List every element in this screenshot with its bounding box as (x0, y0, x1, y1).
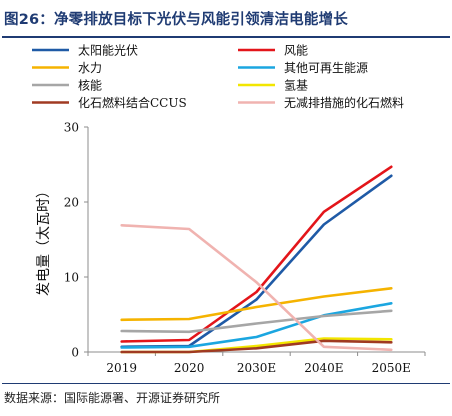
series-line-4 (120, 301, 393, 349)
chart-axes: 0 10 20 30 2019 2020 2030E 2040E 2050E (64, 121, 426, 375)
legend-label: 无减排措施的化石燃料 (284, 95, 404, 110)
source-note: 数据来源：国际能源署、开源证券研究所 (4, 391, 221, 405)
series-line-1 (120, 174, 393, 349)
legend-label: 水力 (78, 61, 102, 75)
legend-item: 风能 (238, 44, 308, 58)
legend-item: 核能 (32, 79, 102, 93)
series-line-2 (120, 165, 393, 343)
series-line-5 (120, 309, 393, 334)
legend-item: 太阳能光伏 (32, 43, 138, 58)
y-tick-label: 30 (64, 121, 79, 135)
bottom-divider (2, 383, 450, 384)
y-tick-label: 20 (64, 196, 79, 210)
series-line-7 (120, 339, 393, 354)
legend-label: 化石燃料结合CCUS (78, 95, 187, 110)
legend-item: 氢基 (238, 78, 308, 93)
y-tick-label: 0 (71, 346, 79, 360)
legend-label: 其他可再生能源 (284, 61, 368, 75)
legend-item: 无减排措施的化石燃料 (238, 95, 404, 110)
legend-item: 其他可再生能源 (238, 61, 368, 75)
legend-label: 核能 (78, 79, 102, 93)
legend-label: 氢基 (284, 78, 308, 93)
legend-item: 化石燃料结合CCUS (32, 95, 187, 110)
figure-title: 图26：净零排放目标下光伏与风能引领清洁电能增长 (4, 12, 348, 28)
x-tick-label: 2019 (106, 361, 137, 375)
x-tick-label: 2040E (304, 361, 343, 375)
legend-item: 水力 (32, 61, 102, 75)
y-axis-label: 发电量（太瓦时） (36, 184, 52, 296)
x-tick-label: 2030E (237, 361, 276, 375)
x-tick-label: 2050E (372, 361, 411, 375)
chart-series (120, 165, 393, 354)
title-divider (2, 36, 450, 38)
legend-label: 风能 (284, 44, 308, 58)
series-line-3 (120, 286, 393, 322)
legend-label: 太阳能光伏 (78, 43, 138, 58)
y-tick-label: 10 (64, 271, 79, 285)
x-tick-label: 2020 (174, 361, 205, 375)
series-line-8 (120, 224, 393, 352)
